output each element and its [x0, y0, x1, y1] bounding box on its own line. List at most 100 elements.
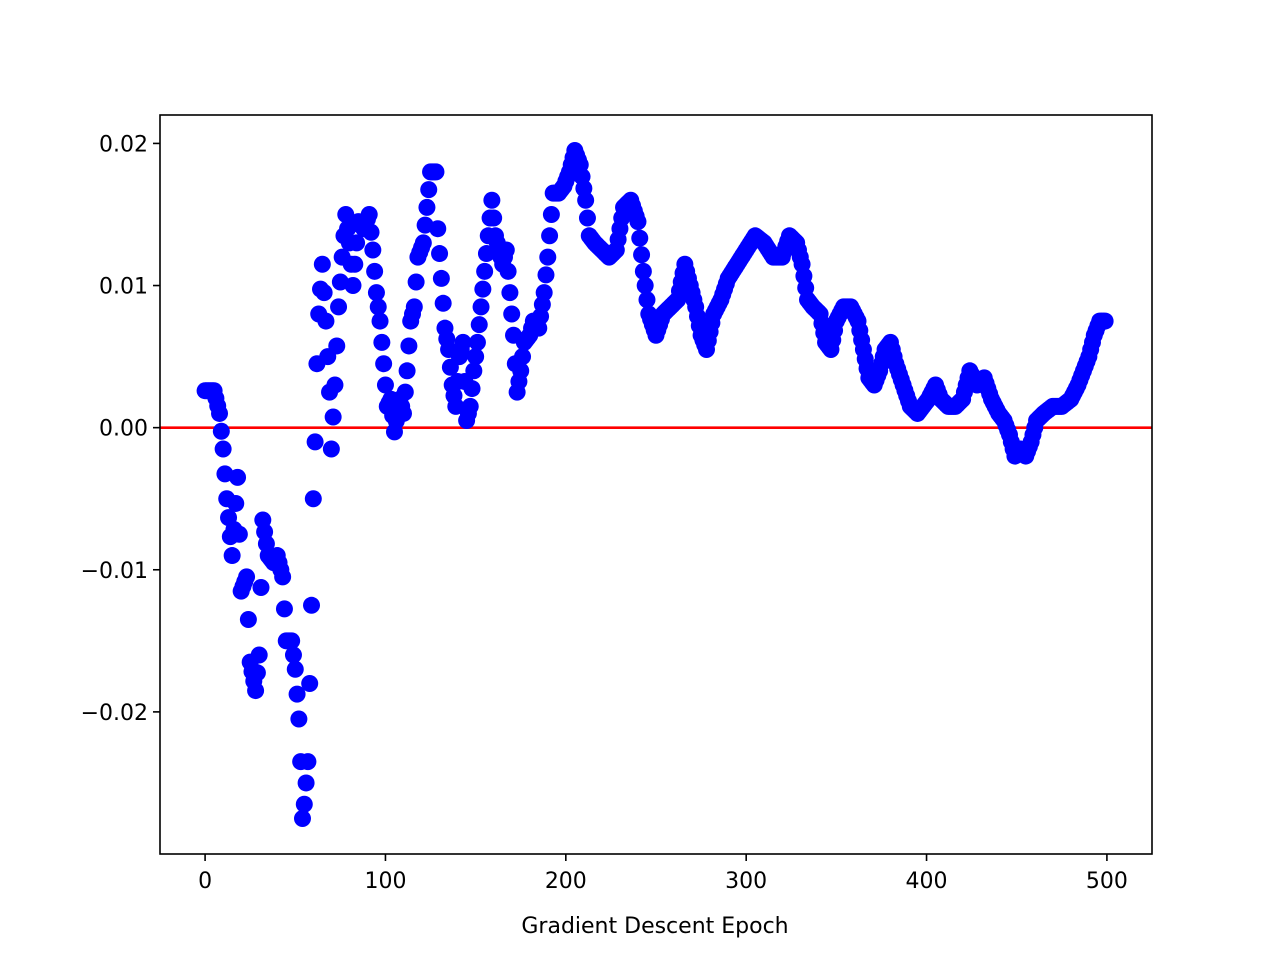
scatter-point — [364, 241, 382, 259]
scatter-point — [434, 294, 452, 312]
x-tick-label: 400 — [906, 869, 948, 894]
scatter-point — [541, 227, 559, 245]
scatter-point — [470, 316, 488, 334]
scatter-point — [414, 234, 432, 252]
scatter-point — [322, 440, 340, 458]
y-tick-label: −0.02 — [81, 701, 148, 726]
scatter-point — [250, 646, 268, 664]
scatter-point — [367, 284, 385, 302]
x-tick-label: 100 — [364, 869, 406, 894]
scatter-point — [369, 298, 387, 316]
scatter-point — [239, 611, 257, 629]
scatter-point — [212, 422, 230, 440]
scatter-point — [472, 298, 490, 316]
scatter-point — [427, 163, 445, 181]
scatter-point — [230, 525, 248, 543]
x-tick-label: 300 — [725, 869, 767, 894]
scatter-point — [465, 362, 483, 380]
scatter-point — [400, 337, 418, 355]
x-axis-label: Gradient Descent Epoch — [521, 914, 788, 939]
scatter-point — [313, 255, 331, 273]
scatter-point — [252, 579, 270, 597]
x-tick-label: 200 — [545, 869, 587, 894]
scatter-point — [577, 191, 595, 209]
scatter-point — [346, 255, 364, 273]
y-tick-label: −0.01 — [81, 559, 148, 584]
scatter-point — [247, 682, 265, 700]
x-axis-ticks: 0 100 200 300 400 500 — [198, 854, 1128, 894]
scatter-point — [407, 273, 425, 291]
scatter-point — [301, 674, 319, 692]
scatter-point — [286, 660, 304, 678]
scatter-point — [497, 241, 515, 259]
scatter-point — [248, 664, 266, 682]
y-tick-label: 0.02 — [99, 132, 148, 157]
scatter-point — [420, 181, 438, 199]
scatter-point — [631, 229, 649, 247]
scatter-point — [398, 362, 416, 380]
scatter-point — [405, 298, 423, 316]
scatter-point — [348, 234, 366, 252]
scatter-point — [542, 205, 560, 223]
scatter-point — [288, 685, 306, 703]
scatter-point — [431, 245, 449, 263]
scatter-point — [512, 362, 530, 380]
scatter-point — [503, 305, 521, 323]
scatter-point — [306, 433, 324, 451]
scatter-point — [362, 223, 380, 241]
scatter-point — [371, 312, 389, 330]
scatter-point — [283, 632, 301, 650]
axes-frame — [159, 114, 1153, 855]
scatter-points — [196, 142, 1114, 827]
scatter-point — [238, 568, 256, 586]
scatter-point — [578, 209, 596, 227]
scatter-point — [304, 490, 322, 508]
scatter-point — [324, 408, 342, 426]
scatter-point — [274, 568, 292, 586]
scatter-point — [337, 205, 355, 223]
scatter-point — [211, 404, 229, 422]
scatter-point — [299, 753, 317, 771]
scatter-point — [344, 277, 362, 295]
scatter-point — [376, 376, 394, 394]
scatter-point — [454, 333, 472, 351]
scatter-point — [227, 494, 245, 512]
scatter-point — [366, 262, 384, 280]
scatter-point — [284, 646, 302, 664]
scatter-point — [297, 774, 315, 792]
scatter-point — [293, 809, 311, 827]
scatter-point — [633, 246, 651, 264]
scatter-point — [483, 191, 501, 209]
scatter-point — [317, 312, 335, 330]
scatter-point — [375, 355, 393, 373]
scatter-point — [330, 298, 348, 316]
x-tick-label: 500 — [1086, 869, 1128, 894]
scatter-point — [537, 266, 555, 284]
scatter-point — [326, 376, 344, 394]
scatter-point — [476, 262, 494, 280]
scatter-point — [636, 277, 654, 295]
y-tick-label: 0.01 — [99, 275, 148, 300]
scatter-point — [485, 209, 503, 227]
scatter-point — [474, 280, 492, 298]
scatter-point — [634, 262, 652, 280]
scatter-point — [461, 397, 479, 415]
scatter-point — [514, 348, 532, 366]
scatter-point — [394, 404, 412, 422]
scatter-point — [303, 596, 321, 614]
scatter-point — [229, 468, 247, 486]
scatter-point — [360, 205, 378, 223]
scatter-point — [499, 262, 517, 280]
scatter-point — [535, 284, 553, 302]
scatter-point — [432, 269, 450, 287]
scatter-point — [396, 383, 414, 401]
scatter-point — [501, 284, 519, 302]
axes-background — [160, 115, 1152, 854]
scatter-point — [315, 284, 333, 302]
scatter-point — [418, 198, 436, 216]
scatter-point — [447, 397, 465, 415]
scatter-point — [373, 333, 391, 351]
scatter-point — [429, 220, 447, 238]
scatter-point — [275, 600, 293, 618]
